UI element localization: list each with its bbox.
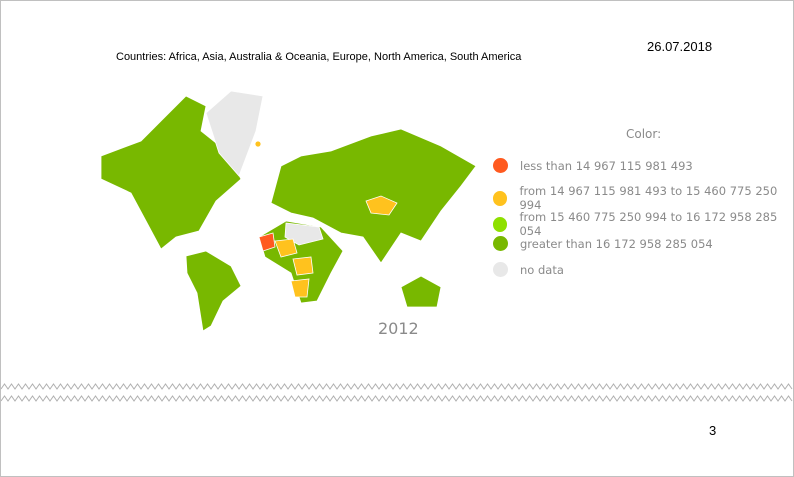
legend-title: Color: (626, 127, 662, 141)
north-america[interactable] (100, 95, 242, 250)
australia[interactable] (400, 275, 442, 308)
mongolia[interactable] (365, 195, 398, 216)
legend-item: greater than 16 172 958 285 054 (493, 236, 713, 251)
greenland[interactable] (205, 90, 264, 177)
legend-label: no data (520, 262, 564, 277)
eurasia[interactable] (270, 128, 477, 264)
legend-item: from 15 460 775 250 994 to 16 172 958 28… (493, 210, 793, 238)
legend-label: from 14 967 115 981 493 to 15 460 775 25… (519, 184, 778, 212)
countries-caption: Countries: Africa, Asia, Australia & Oce… (116, 51, 522, 63)
color-dot-icon (493, 190, 508, 206)
legend-label: less than 14 967 115 981 493 (520, 158, 693, 173)
map-year: 2012 (378, 319, 419, 338)
central-africa-orange[interactable] (292, 256, 314, 276)
legend-label: from 15 460 775 250 994 to 16 172 958 28… (519, 210, 778, 238)
west-africa-orange[interactable] (274, 238, 298, 258)
legend-item: no data (493, 262, 564, 277)
color-dot-icon (493, 216, 508, 232)
report-date: 26.07.2018 (647, 39, 713, 54)
legend-item: from 14 967 115 981 493 to 15 460 775 25… (493, 184, 793, 212)
color-dot-icon (493, 262, 508, 277)
color-dot-icon (493, 158, 508, 173)
legend-item: less than 14 967 115 981 493 (493, 158, 693, 173)
color-dot-icon (493, 236, 508, 251)
south-america[interactable] (185, 250, 242, 332)
sahara-no-data[interactable] (284, 222, 324, 246)
iceland[interactable] (254, 140, 262, 148)
page-number: 3 (709, 423, 717, 438)
west-africa-red[interactable] (258, 232, 276, 252)
legend-label: greater than 16 172 958 285 054 (520, 236, 713, 251)
southern-africa-orange[interactable] (290, 278, 310, 298)
